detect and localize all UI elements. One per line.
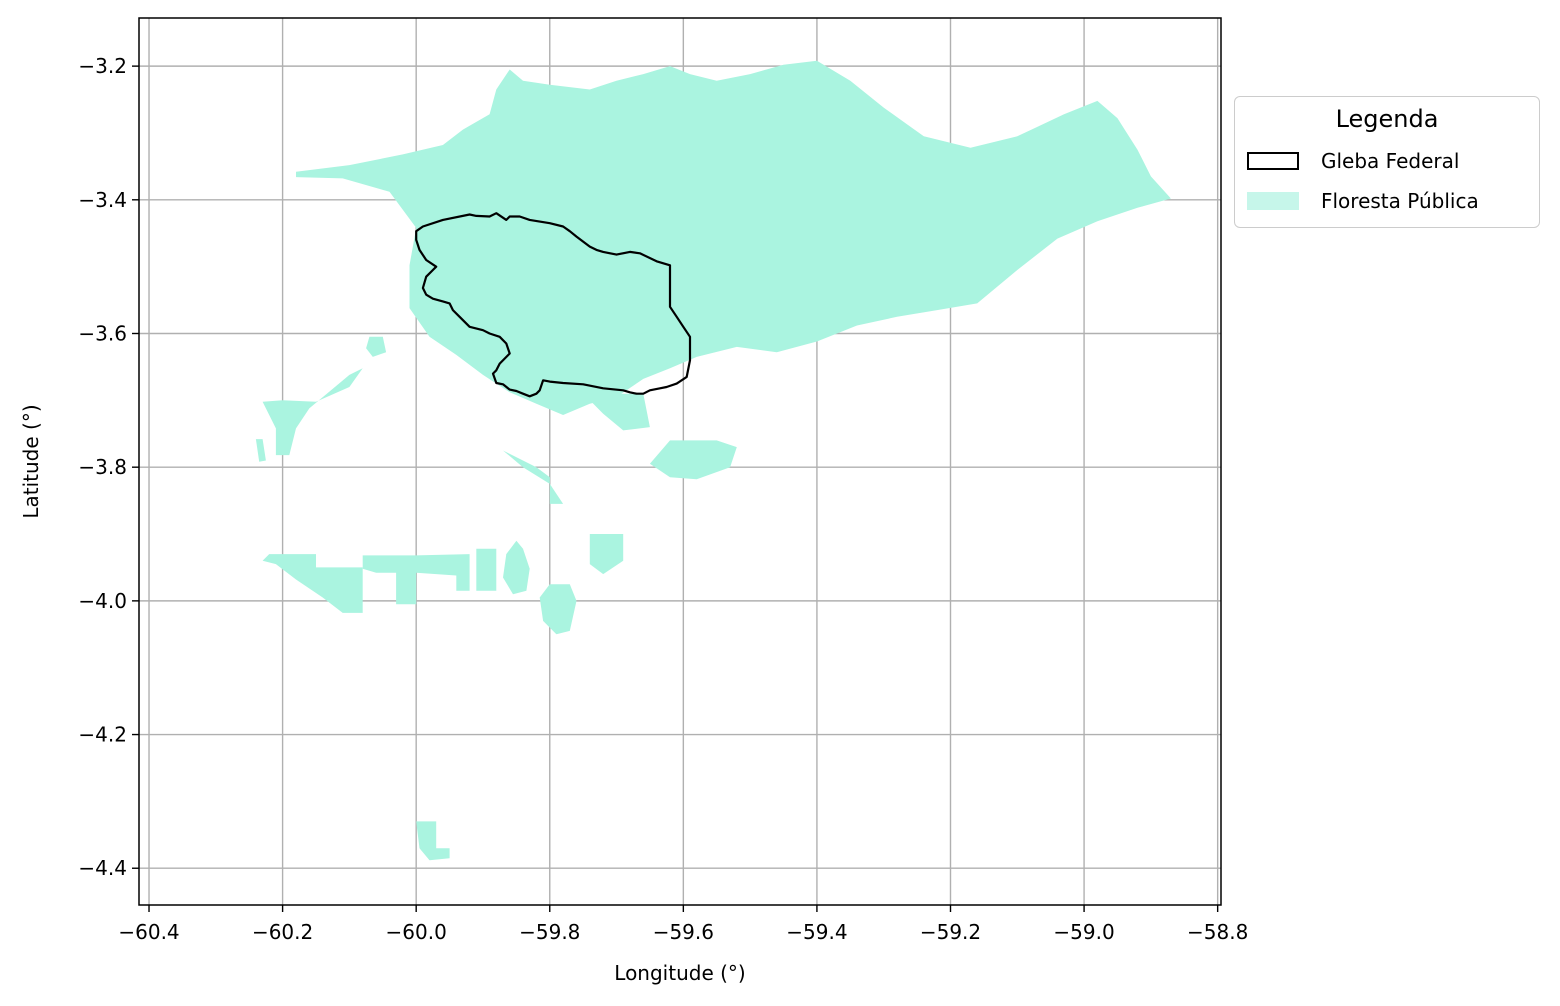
y-tick-label-1: −3.4 [78, 188, 127, 212]
forest-polygon-13 [416, 821, 450, 861]
legend-item-gleba: Gleba Federal [1247, 147, 1459, 175]
y-tick-label-4: −4.0 [78, 589, 127, 613]
y-tick-label-2: −3.6 [78, 321, 127, 345]
legend-label-floresta: Floresta Pública [1321, 189, 1479, 213]
x-tick-label-6: −59.2 [920, 920, 981, 944]
forest-polygon-12 [649, 440, 737, 480]
y-tick-label-6: −4.4 [78, 856, 127, 880]
x-tick-label-2: −60.0 [386, 920, 447, 944]
forest-polygon-2 [366, 336, 387, 357]
legend: Legenda Gleba Federal Floresta Pública [1234, 96, 1540, 228]
x-tick-label-4: −59.6 [653, 920, 714, 944]
x-tick-label-7: −59.0 [1053, 920, 1114, 944]
forest-polygon-5 [362, 554, 470, 605]
y-tick-label-3: −3.8 [78, 455, 127, 479]
x-tick-label-1: −60.2 [252, 920, 313, 944]
x-tick-label-3: −59.8 [519, 920, 580, 944]
forest-polygon-11 [543, 380, 650, 431]
forest-polygon-10 [503, 450, 564, 504]
legend-item-floresta: Floresta Pública [1247, 187, 1479, 215]
forest-polygon-4 [262, 554, 363, 613]
legend-swatch-gleba [1247, 152, 1299, 170]
forest-polygon-9 [589, 534, 624, 575]
forest-polygon-8 [539, 584, 577, 635]
legend-label-gleba: Gleba Federal [1321, 149, 1460, 173]
forest-polygon-3 [255, 439, 266, 462]
axes-frame [138, 17, 1222, 906]
forest-polygon-0 [296, 60, 1171, 416]
x-axis-title: Longitude (°) [614, 961, 745, 985]
axis-ticks: −60.4 −60.2 −60.0 −59.8 −59.6 −59.4 −59.2 −59.0… [78, 54, 1248, 944]
gleba-outline-0 [415, 212, 692, 398]
forest-polygon-6 [476, 548, 497, 591]
x-tick-label-0: −60.4 [118, 920, 179, 944]
forest-polygon-7 [503, 540, 530, 595]
y-axis-title: Latitude (°) [19, 404, 43, 518]
y-tick-label-5: −4.2 [78, 723, 127, 747]
y-tick-label-0: −3.2 [78, 54, 127, 78]
forest-polygon-1 [262, 368, 363, 456]
legend-swatch-floresta [1247, 192, 1299, 210]
x-tick-label-8: −58.8 [1187, 920, 1248, 944]
forest-layer [255, 60, 1171, 861]
gleba-layer [415, 212, 692, 398]
x-tick-label-5: −59.4 [786, 920, 847, 944]
legend-title: Legenda [1335, 105, 1439, 133]
